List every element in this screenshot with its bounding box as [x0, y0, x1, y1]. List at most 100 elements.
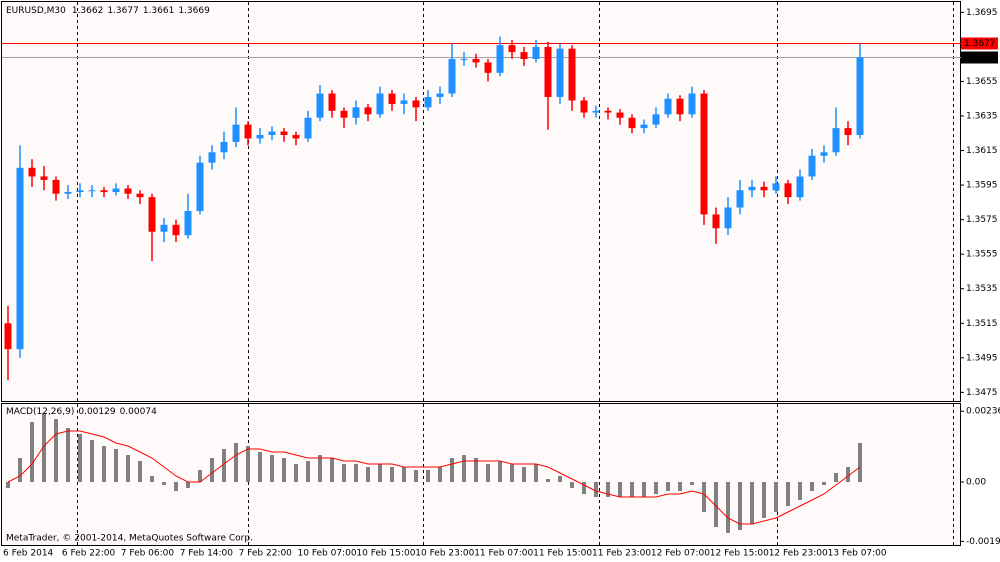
price-label-box — [961, 51, 998, 64]
y-tick-label: 1.3595 — [966, 181, 998, 191]
candle-body — [664, 98, 672, 115]
candle-body — [316, 93, 324, 118]
candle-body — [136, 193, 144, 198]
candle-body — [160, 224, 168, 232]
candle-body — [124, 188, 132, 194]
ohlc-value: 1.3669 — [178, 6, 210, 16]
candle-body — [304, 117, 312, 139]
macd-bar — [54, 419, 58, 482]
x-tick-label: 6 Feb 22:00 — [62, 549, 116, 559]
candle-body — [364, 107, 372, 115]
candle-body — [820, 152, 828, 156]
candle-body — [616, 112, 624, 118]
candle-body — [328, 93, 336, 111]
y-tick-label: 1.3615 — [966, 146, 998, 156]
macd-bar — [618, 482, 622, 497]
macd-bar — [414, 470, 418, 482]
candle-body — [256, 135, 264, 139]
macd-bar — [642, 482, 646, 497]
candle-body — [16, 167, 24, 350]
candle-body — [112, 188, 120, 192]
x-tick-label: 10 Feb 23:00 — [415, 549, 474, 559]
candle-body — [676, 98, 684, 115]
macd-bar — [714, 482, 718, 527]
price-label: 1.3669 — [964, 53, 996, 63]
candle-body — [436, 93, 444, 97]
macd-bar — [138, 461, 142, 482]
candle-body — [688, 93, 696, 115]
macd-bar — [786, 482, 790, 506]
candle-body — [472, 59, 480, 63]
candle-body — [100, 190, 108, 192]
candle-body — [184, 211, 192, 236]
ohlc-value: 1.3677 — [107, 6, 139, 16]
macd-bar — [726, 482, 730, 533]
macd-bar — [534, 464, 538, 482]
y-tick-label: 1.3655 — [966, 77, 998, 87]
macd-bar — [162, 482, 166, 485]
macd-bar — [294, 464, 298, 482]
macd-bar — [690, 482, 694, 485]
macd-bar — [450, 458, 454, 482]
macd-bar — [582, 482, 586, 494]
candle-body — [712, 214, 720, 229]
indicator: MACD(12,26,9) — [6, 407, 74, 417]
x-tick-label: 12 Feb 07:00 — [651, 549, 710, 559]
candle-body — [172, 224, 180, 236]
macd-bar — [678, 482, 682, 491]
candle-body — [292, 135, 300, 139]
macd-bar — [558, 476, 562, 482]
candle-body — [232, 124, 240, 142]
candle-body — [496, 45, 504, 73]
macd-bar — [102, 446, 106, 482]
candle-body — [532, 46, 540, 59]
y-tick-label: 1.3635 — [966, 112, 998, 122]
x-tick-label: 11 Feb 07:00 — [474, 549, 533, 559]
x-tick-label: 7 Feb 22:00 — [239, 549, 293, 559]
symbol: EURUSD,M30 — [6, 6, 66, 16]
candle-body — [460, 59, 468, 60]
candle-body — [64, 192, 72, 194]
candle-body — [832, 128, 840, 153]
candle-body — [856, 57, 864, 135]
candle-body — [280, 131, 288, 135]
y-tick-label: 0.00236 — [966, 407, 1000, 417]
candle-body — [352, 107, 360, 118]
x-tick-label: 12 Feb 15:00 — [710, 549, 769, 559]
macd-bar — [810, 482, 814, 491]
macd-bar — [18, 458, 22, 482]
macd-bar — [390, 467, 394, 482]
macd-bar — [462, 455, 466, 482]
candle-body — [604, 110, 612, 113]
macd-bar — [330, 458, 334, 482]
candle-body — [484, 62, 492, 73]
copyright: MetaTrader, © 2001-2014, MetaQuotes Soft… — [6, 534, 253, 544]
macd-bar — [270, 455, 274, 482]
candle-body — [568, 48, 576, 101]
macd-bar — [42, 413, 46, 482]
candle-body — [28, 167, 36, 177]
macd-bar — [426, 470, 430, 482]
macd-bar — [402, 467, 406, 482]
candle-body — [724, 207, 732, 229]
macd-bar — [522, 467, 526, 482]
macd-header: MACD(12,26,9) 0.00129 0.00074 — [6, 407, 157, 417]
macd-bar — [90, 440, 94, 482]
macd-bar — [606, 482, 610, 497]
macd-bar — [198, 470, 202, 482]
macd-bar — [666, 482, 670, 491]
indicator-value: 0.00129 — [78, 407, 115, 417]
candle-body — [592, 110, 600, 113]
candle-body — [844, 128, 852, 135]
candle-body — [520, 52, 528, 59]
macd-bar — [282, 458, 286, 482]
candle-body — [580, 100, 588, 113]
macd-bar — [114, 449, 118, 482]
macd-bar — [234, 443, 238, 482]
candle-body — [628, 117, 636, 129]
candle-body — [148, 197, 156, 232]
candle-body — [400, 100, 408, 104]
x-tick-label: 10 Feb 15:00 — [356, 549, 415, 559]
macd-bar — [858, 443, 862, 482]
